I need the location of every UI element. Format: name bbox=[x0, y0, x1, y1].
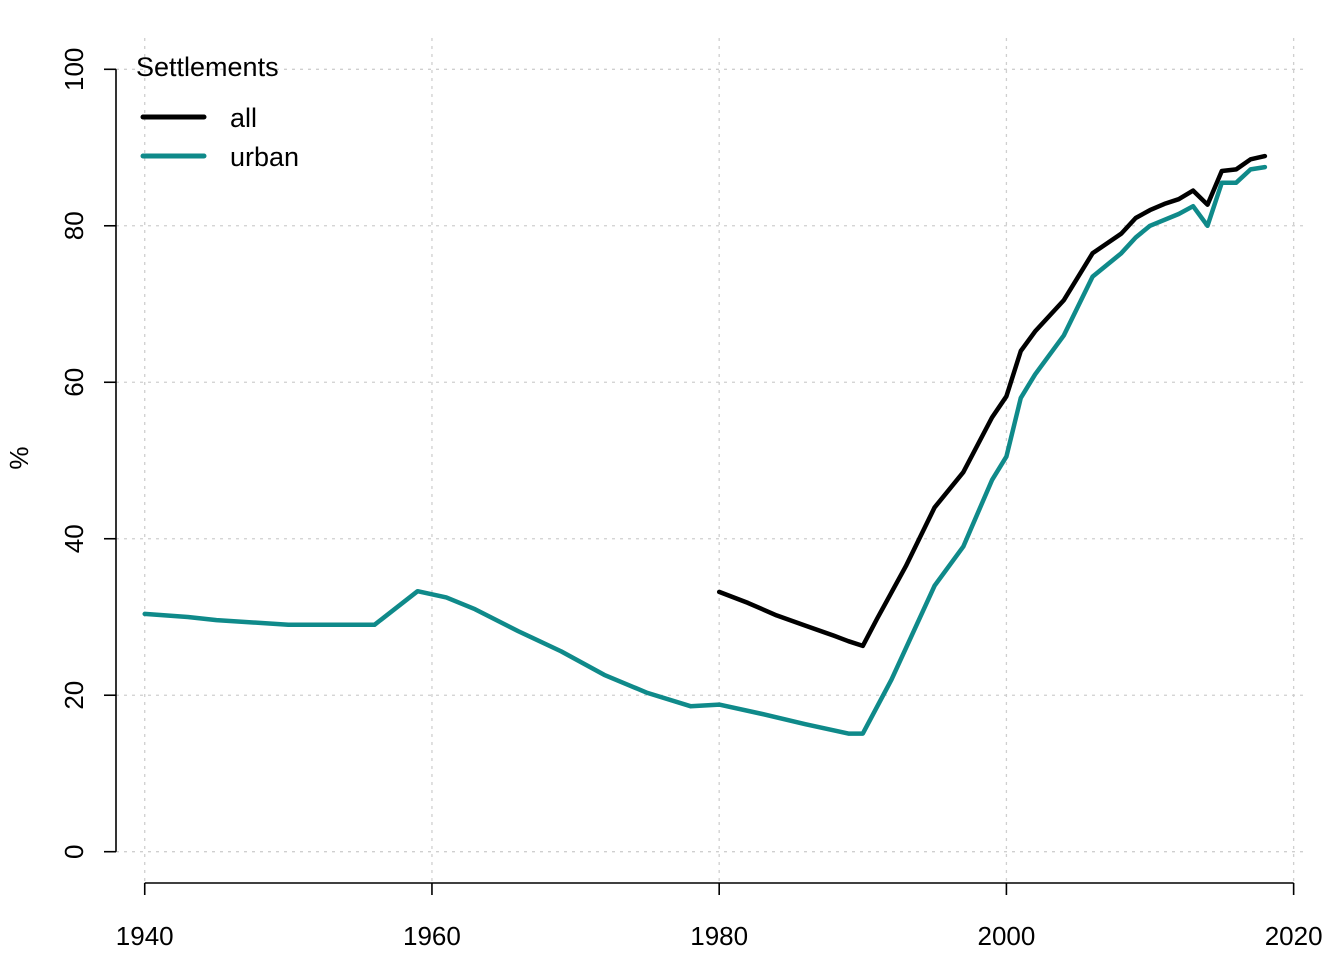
legend: Settlements all urban bbox=[136, 52, 299, 172]
y-tick-label-0: 0 bbox=[59, 844, 89, 858]
legend-label-urban: urban bbox=[230, 142, 299, 172]
x-tick-label-1940: 1940 bbox=[116, 921, 174, 951]
x-tick-label-1960: 1960 bbox=[403, 921, 461, 951]
x-tick-label-2020: 2020 bbox=[1265, 921, 1323, 951]
series-line-all bbox=[716, 153, 1268, 649]
series-lines bbox=[142, 153, 1268, 736]
y-tick-label-40: 40 bbox=[59, 524, 89, 553]
y-tick-label-80: 80 bbox=[59, 211, 89, 240]
axes: 1940 1960 1980 2000 2020 0 20 40 60 80 100 bbox=[59, 48, 1323, 951]
x-tick-label-1980: 1980 bbox=[690, 921, 748, 951]
x-tick-label-2000: 2000 bbox=[977, 921, 1035, 951]
series-line-urban bbox=[142, 164, 1268, 736]
grid bbox=[116, 38, 1308, 883]
legend-label-all: all bbox=[230, 103, 257, 133]
legend-title: Settlements bbox=[136, 52, 279, 82]
y-axis-title: % bbox=[4, 446, 34, 469]
y-tick-label-100: 100 bbox=[59, 48, 89, 91]
y-tick-label-60: 60 bbox=[59, 368, 89, 397]
y-tick-label-20: 20 bbox=[59, 681, 89, 710]
